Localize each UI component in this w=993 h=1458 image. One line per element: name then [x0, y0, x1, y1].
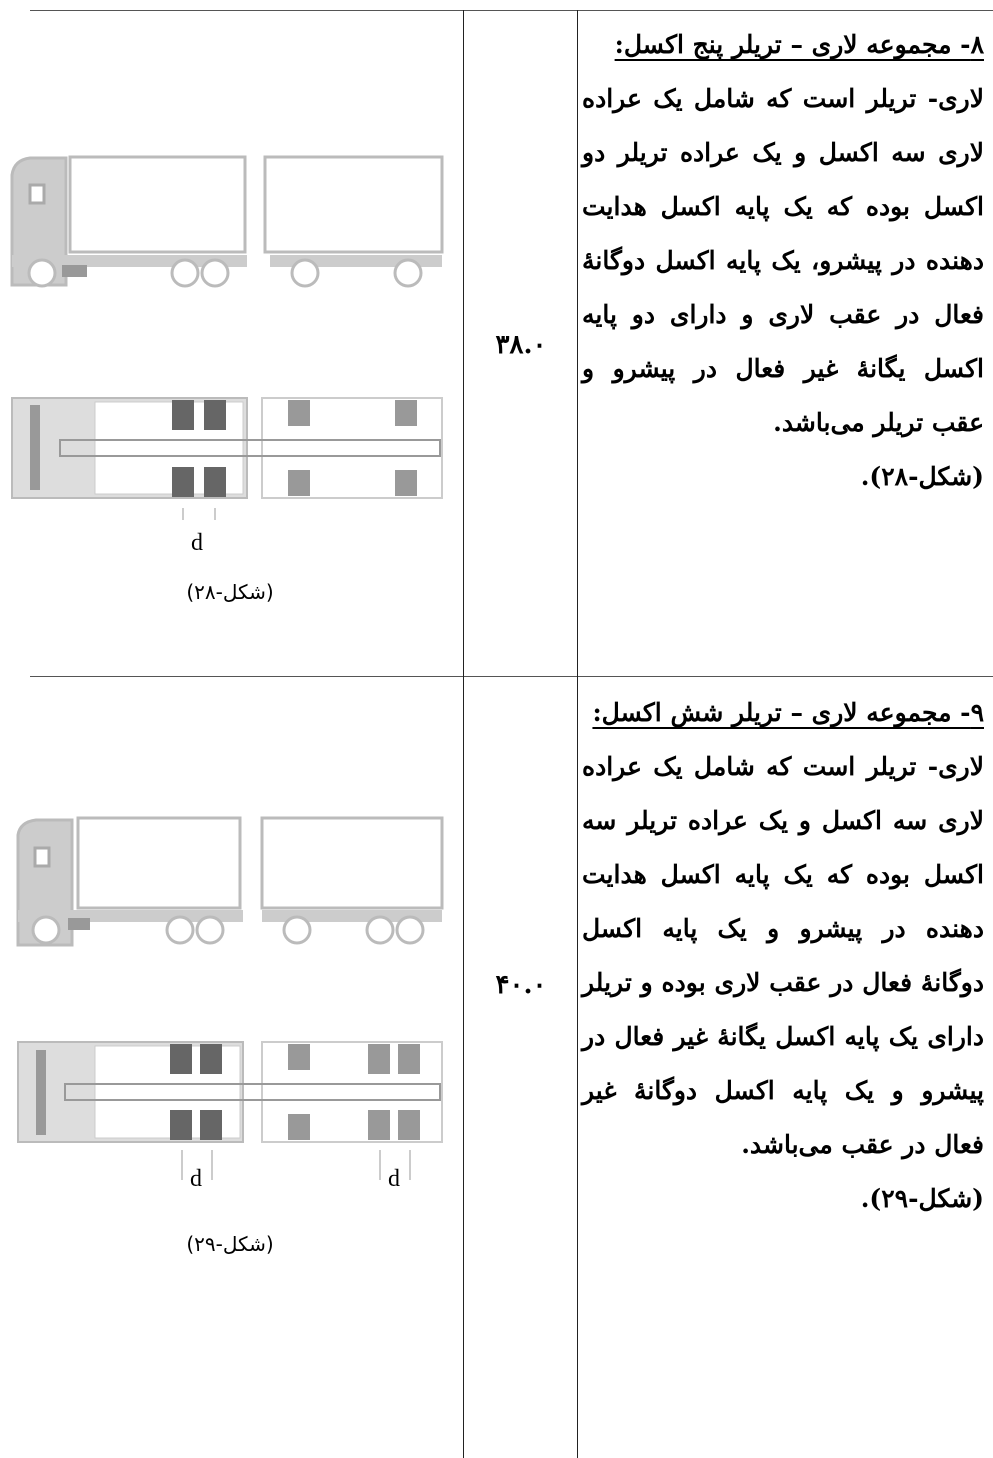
body: لاری- تریلر است که شامل یک عراده لاری سه…	[582, 84, 984, 437]
plan-view	[17, 1041, 443, 1143]
figure-caption: (شکل-۲۹)	[186, 1232, 274, 1256]
heading: ۹- مجموعه لاری – تریلر شش اکسل:	[592, 698, 984, 727]
reference: (شکل-۲۹).	[860, 1184, 984, 1213]
value: ۴۰.۰	[495, 970, 547, 1000]
truck-figure	[10, 155, 444, 520]
dimension-lines	[182, 508, 216, 520]
table-border	[30, 10, 993, 11]
dimension-lines	[181, 1150, 411, 1180]
side-view	[10, 155, 444, 288]
description: ۸- مجموعه لاری – تریلر پنج اکسل: لاری- ت…	[582, 18, 984, 504]
dimension-label: d	[191, 530, 203, 556]
dimension-label: d	[190, 1166, 202, 1192]
plan-view	[11, 397, 443, 499]
value: ۳۸.۰	[495, 330, 547, 360]
column-separator	[577, 10, 578, 1458]
row-separator	[30, 676, 993, 677]
dimension-label: d	[388, 1166, 400, 1192]
heading: ۸- مجموعه لاری – تریلر پنج اکسل:	[614, 30, 984, 59]
description: ۹- مجموعه لاری – تریلر شش اکسل: لاری- تر…	[582, 686, 984, 1226]
column-separator	[463, 10, 464, 1458]
side-view	[16, 816, 444, 947]
truck-figure	[16, 816, 444, 1180]
reference: (شکل-۲۸).	[860, 462, 984, 491]
figure-caption: (شکل-۲۸)	[186, 580, 274, 604]
body: لاری- تریلر است که شامل یک عراده لاری سه…	[582, 752, 984, 1159]
